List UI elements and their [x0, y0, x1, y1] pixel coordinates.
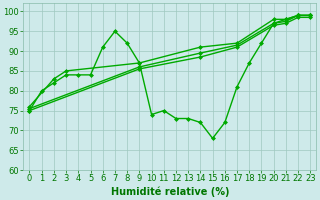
- X-axis label: Humidité relative (%): Humidité relative (%): [111, 186, 229, 197]
